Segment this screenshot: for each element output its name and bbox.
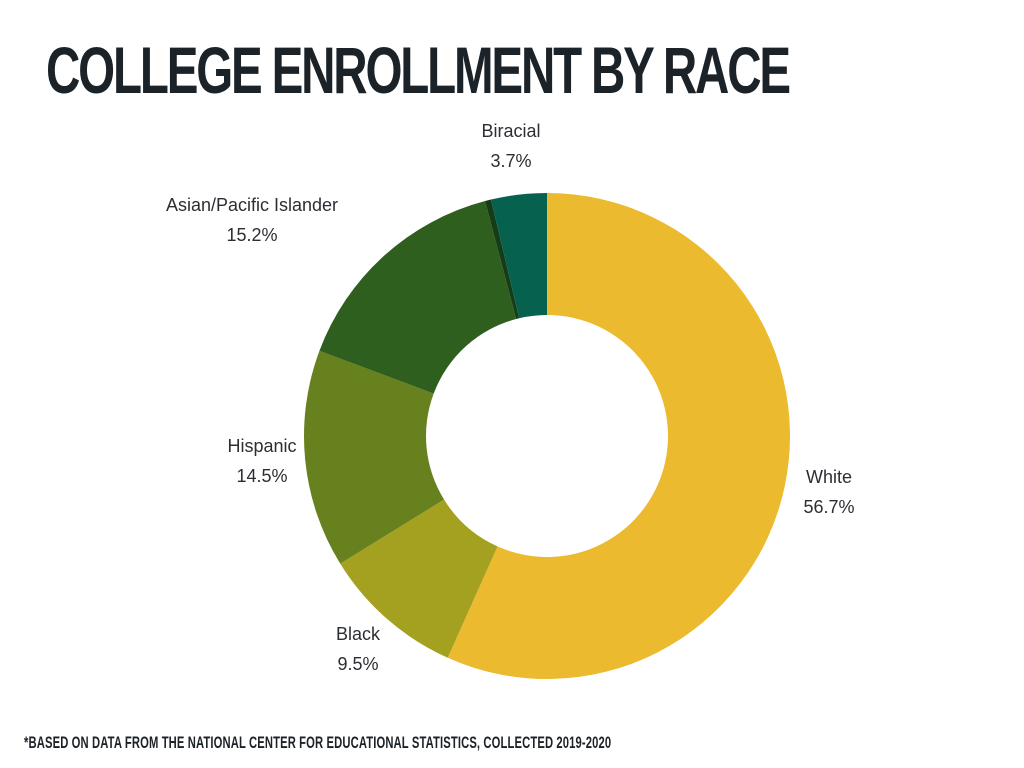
- slice-hispanic: [304, 350, 445, 564]
- slice-biracial: [491, 193, 547, 319]
- slice-value-asian-pacific-islander: 15.2%: [226, 225, 277, 245]
- slice-asian-pacific-islander: [319, 201, 517, 394]
- slice-label-white: White: [806, 467, 852, 487]
- source-footnote: *BASED ON DATA FROM THE NATIONAL CENTER …: [24, 733, 612, 752]
- slice-label-black: Black: [336, 624, 381, 644]
- slice-label-asian-pacific-islander: Asian/Pacific Islander: [166, 195, 338, 215]
- chart-title: COLLEGE ENROLLMENT BY RACE: [46, 33, 791, 107]
- slice-white: [447, 193, 791, 679]
- slice-black: [340, 499, 498, 658]
- slice-labels: White 56.7% Black 9.5% Hispanic 14.5% Asian/Pa…: [166, 121, 855, 674]
- slice-value-hispanic: 14.5%: [236, 466, 287, 486]
- slice-label-hispanic: Hispanic: [227, 436, 296, 456]
- slice-value-black: 9.5%: [337, 654, 378, 674]
- slice-unlabeled-4: [485, 199, 520, 319]
- slice-label-biracial: Biracial: [481, 121, 540, 141]
- slice-value-white: 56.7%: [803, 497, 854, 517]
- slice-value-biracial: 3.7%: [490, 151, 531, 171]
- donut-slices: [304, 193, 791, 679]
